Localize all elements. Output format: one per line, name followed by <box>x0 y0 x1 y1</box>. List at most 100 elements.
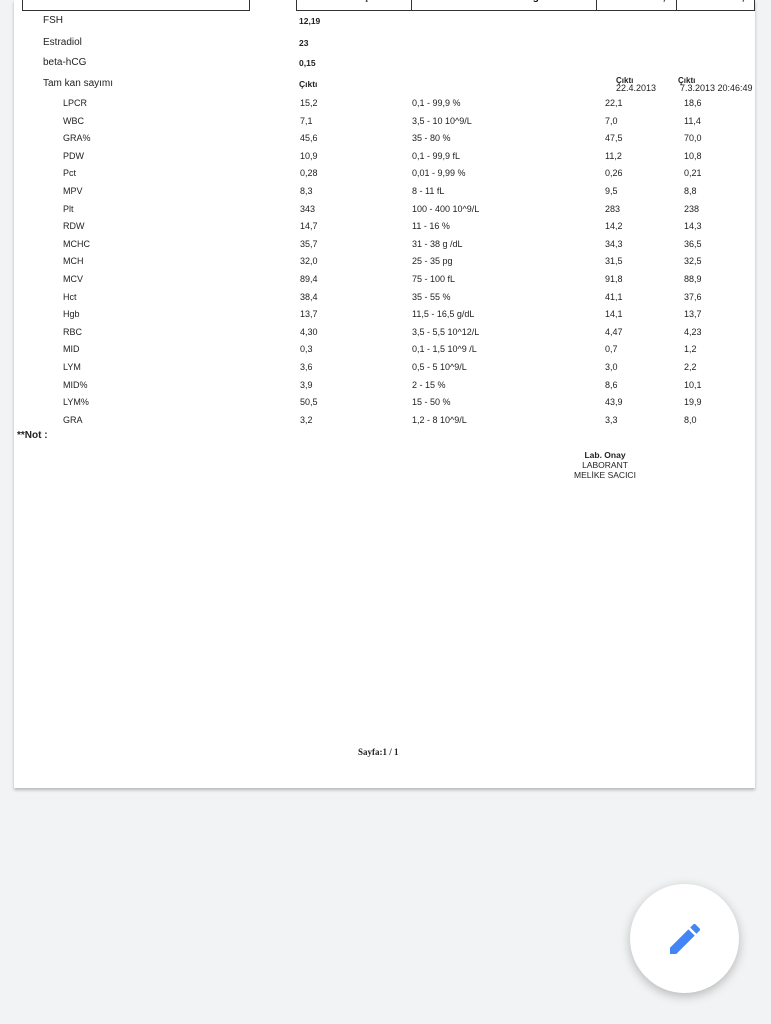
top-test-name: Tam kan sayımı <box>43 78 114 89</box>
previous-result-2: 19,9 <box>684 397 702 408</box>
test-name: LYM <box>63 362 81 372</box>
reference-range: 3,5 - 5,5 10^12/L <box>412 326 480 337</box>
previous-result-1: 91,8 <box>605 274 623 284</box>
test-name: LYM% <box>63 397 89 408</box>
previous-result-2: 8,8 <box>684 186 697 196</box>
test-result: 38,4 <box>300 291 318 302</box>
test-name: WBC <box>63 115 84 126</box>
previous-result-2: 0,21 <box>684 168 702 179</box>
prev2-date: 7.3.2013 20:46:49 <box>680 83 753 93</box>
reference-range: 11 - 16 % <box>412 221 450 232</box>
test-result: 14,7 <box>300 221 318 232</box>
previous-result-1: 22,1 <box>605 98 623 108</box>
test-result: 8,3 <box>300 186 313 196</box>
previous-result-1: 9,5 <box>605 186 618 196</box>
previous-result-2: 1,2 <box>684 344 697 355</box>
previous-result-2: 70,0 <box>684 133 702 144</box>
reference-range: 1,2 - 8 10^9/L <box>412 414 467 425</box>
test-result: 32,0 <box>300 256 318 267</box>
test-name: Hgb <box>63 309 80 320</box>
prev2-label: Çıktı <box>678 76 696 85</box>
reference-range: 0,01 - 9,99 % <box>412 168 466 179</box>
header-durum: Durum <box>250 0 297 11</box>
test-name: LPCR <box>63 98 88 108</box>
reference-range: 3,5 - 10 10^9/L <box>412 115 472 126</box>
header-prev2: 2 Önceki Sonuç <box>676 0 755 11</box>
previous-result-2: 36,5 <box>684 238 702 249</box>
reference-range: 11,5 - 16,5 g/dL <box>412 309 475 320</box>
top-test-result: 0,15 <box>299 58 316 68</box>
test-name: MCHC <box>63 238 90 249</box>
previous-result-1: 3,3 <box>605 414 618 425</box>
reference-range: 0,1 - 99,9 % <box>412 98 461 108</box>
test-name: MID% <box>63 379 88 390</box>
previous-result-2: 10,8 <box>684 150 702 161</box>
test-result: 35,7 <box>300 238 318 249</box>
previous-result-2: 32,5 <box>684 256 702 267</box>
edit-button[interactable] <box>630 884 739 993</box>
previous-result-1: 7,0 <box>605 115 618 126</box>
previous-result-1: 8,6 <box>605 379 618 390</box>
previous-result-2: 37,6 <box>684 291 702 302</box>
test-name: Hct <box>63 291 77 302</box>
top-test-result: Çıktı <box>299 79 318 89</box>
previous-result-1: 283 <box>605 203 621 214</box>
test-result: 50,5 <box>300 397 318 408</box>
previous-result-1: 14,2 <box>605 221 623 232</box>
approval-title: Lab. Onay <box>584 450 626 460</box>
previous-result-2: 10,1 <box>684 379 702 390</box>
test-name: RDW <box>63 221 85 232</box>
test-result: 4,30 <box>300 326 318 337</box>
header-tetkik: Tetkik Adı <box>22 0 250 11</box>
top-test-result: 23 <box>299 38 309 48</box>
pencil-icon <box>669 923 700 954</box>
test-result: 89,4 <box>300 274 318 284</box>
test-result: 343 <box>300 203 316 214</box>
test-name: PDW <box>63 150 84 161</box>
previous-result-2: 4,23 <box>684 326 702 337</box>
approval-role: LABORANT <box>582 460 628 470</box>
test-name: RBC <box>63 326 83 337</box>
prev1-date: 22.4.2013 <box>616 83 657 93</box>
previous-result-1: 4,47 <box>605 326 623 337</box>
previous-result-2: 2,2 <box>684 362 697 372</box>
previous-result-2: 88,9 <box>684 274 702 284</box>
test-result: 3,2 <box>300 414 313 425</box>
test-name: MPV <box>63 186 83 196</box>
approval-block: Lab. Onay LABORANT MELİKE SACICI <box>554 450 656 480</box>
header-referans: Referans Aralığı <box>411 0 597 11</box>
top-test-name: Estradiol <box>43 37 82 48</box>
reference-range: 75 - 100 fL <box>412 274 456 284</box>
test-name: Pct <box>63 168 77 179</box>
test-result: 7,1 <box>300 115 313 126</box>
test-name: GRA% <box>63 133 91 144</box>
previous-result-1: 0,7 <box>605 344 618 355</box>
top-test-result: 12,19 <box>299 16 321 26</box>
previous-result-2: 14,3 <box>684 221 702 232</box>
test-result: 45,6 <box>300 133 318 144</box>
previous-result-1: 41,1 <box>605 291 623 302</box>
previous-result-2: 238 <box>684 203 700 214</box>
reference-range: 35 - 80 % <box>412 133 451 144</box>
test-name: MID <box>63 344 80 355</box>
test-name: MCH <box>63 256 84 267</box>
test-name: MCV <box>63 274 83 284</box>
test-result: 13,7 <box>300 309 318 320</box>
header-sonuc: Sonuç <box>296 0 412 11</box>
previous-result-1: 11,2 <box>605 150 622 161</box>
test-name: GRA <box>63 414 83 425</box>
previous-result-2: 13,7 <box>684 309 702 320</box>
page-number: Sayfa:1 / 1 <box>358 747 399 757</box>
test-result: 0,3 <box>300 344 313 355</box>
previous-result-1: 31,5 <box>605 256 623 267</box>
test-name: Plt <box>63 203 74 214</box>
previous-result-1: 47,5 <box>605 133 623 144</box>
reference-range: 25 - 35 pg <box>412 256 453 267</box>
previous-result-1: 0,26 <box>605 168 623 179</box>
test-result: 3,6 <box>300 362 313 372</box>
top-test-name: beta-hCG <box>43 57 87 68</box>
test-result: 15,2 <box>300 98 318 108</box>
previous-result-1: 34,3 <box>605 238 623 249</box>
test-result: 10,9 <box>300 150 318 161</box>
reference-range: 15 - 50 % <box>412 397 451 408</box>
